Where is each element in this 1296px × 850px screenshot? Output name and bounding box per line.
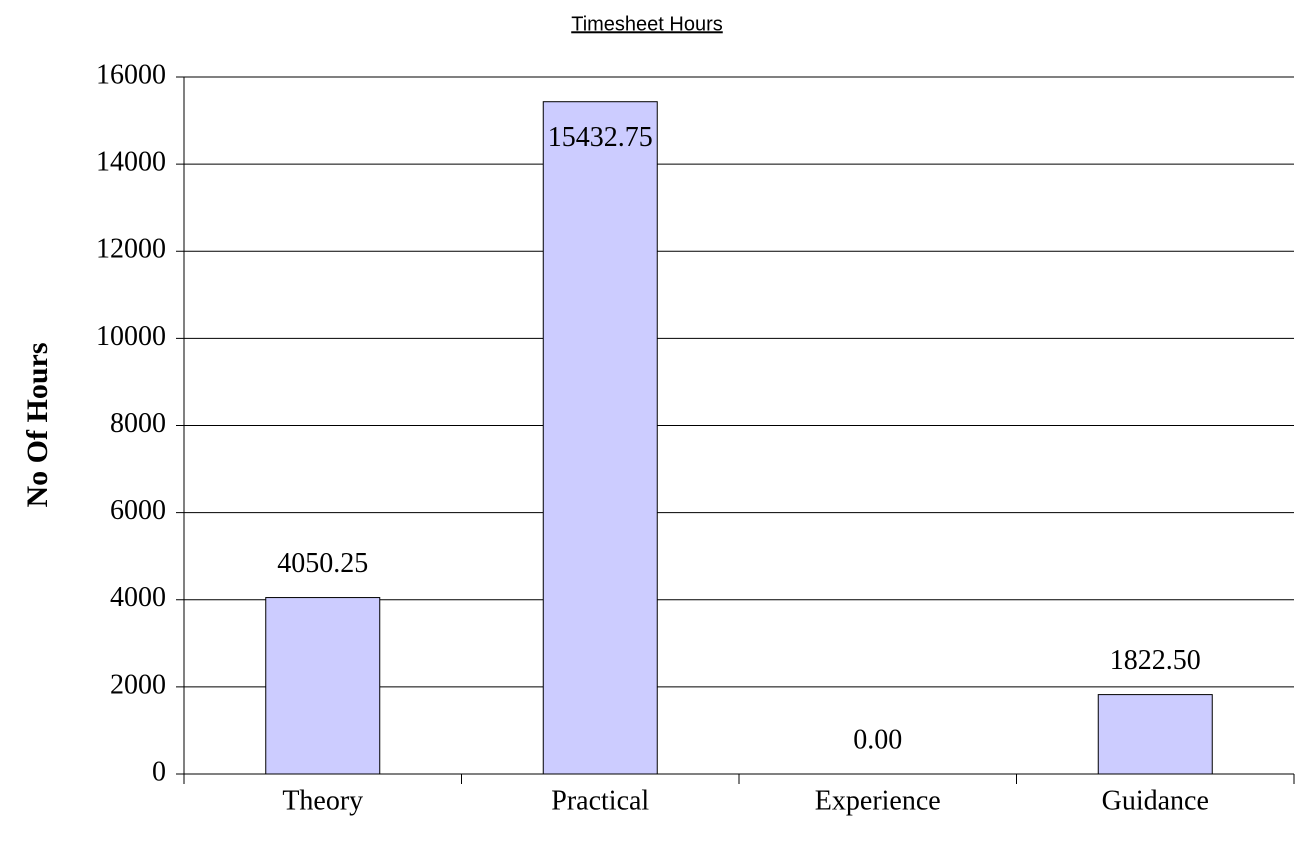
y-tick-label: 4000: [110, 582, 166, 613]
y-tick-label: 14000: [96, 147, 166, 178]
bar: [265, 597, 381, 775]
y-tick-label: 12000: [96, 234, 166, 265]
x-tick-label: Theory: [282, 785, 363, 816]
x-tick-label: Experience: [815, 785, 941, 816]
y-tick-label: 2000: [110, 669, 166, 700]
chart-title: Timesheet Hours: [571, 13, 723, 35]
y-tick-label: 8000: [110, 408, 166, 439]
bar: [542, 101, 658, 775]
bar: [1097, 694, 1213, 775]
data-label: 1822.50: [1110, 645, 1201, 676]
x-tick-label: Guidance: [1102, 785, 1209, 816]
data-label: 4050.25: [277, 548, 368, 579]
y-tick-label: 16000: [96, 59, 166, 90]
x-tick-label: Practical: [551, 785, 649, 816]
y-tick-label: 0: [152, 756, 166, 787]
data-label: 0.00: [853, 724, 902, 755]
y-axis-label: No Of Hours: [21, 343, 54, 508]
y-tick-label: 10000: [96, 321, 166, 352]
y-tick-label: 6000: [110, 495, 166, 526]
data-label: 15432.75: [548, 122, 653, 153]
